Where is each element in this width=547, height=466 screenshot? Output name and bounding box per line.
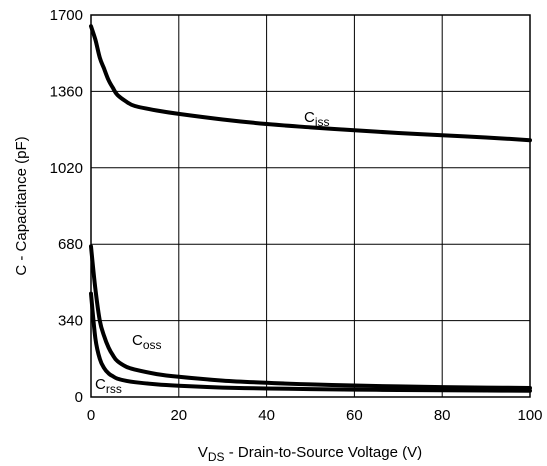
curves [89, 24, 532, 393]
label-crss: Crss [95, 376, 122, 396]
y-tick-label: 1020 [50, 160, 83, 177]
x-axis-title-rest: - Drain-to-Source Voltage (V) [225, 444, 423, 461]
y-tick-labels: 0 340 680 1020 1360 1700 [50, 7, 83, 406]
series-line-coss [89, 244, 532, 390]
label-ciss-main: C [304, 109, 315, 126]
label-crss-sub: rss [106, 382, 122, 396]
series-line-crss [89, 291, 532, 393]
label-coss-sub: oss [143, 338, 162, 352]
x-axis-title: VDS - Drain-to-Source Voltage (V) [198, 444, 422, 464]
y-tick-label: 0 [75, 389, 83, 406]
y-tick-label: 1700 [50, 7, 83, 24]
series-line-ciss [89, 24, 532, 143]
x-axis-title-main: V [198, 444, 208, 461]
grid-lines [91, 15, 530, 397]
y-tick-label: 340 [58, 313, 83, 330]
plot-frame [90, 14, 531, 398]
y-tick-label: 1360 [50, 83, 83, 100]
x-tick-label: 80 [434, 407, 451, 424]
y-axis-title: C - Capacitance (pF) [13, 136, 30, 275]
x-tick-label: 100 [517, 407, 542, 424]
label-coss: Coss [132, 332, 162, 352]
label-crss-main: C [95, 376, 106, 393]
x-tick-label: 60 [346, 407, 363, 424]
y-tick-label: 680 [58, 236, 83, 253]
x-axis-title-sub: DS [208, 450, 225, 464]
x-tick-label: 40 [258, 407, 275, 424]
label-ciss: Ciss [304, 109, 330, 129]
label-coss-main: C [132, 332, 143, 349]
label-ciss-sub: iss [315, 115, 330, 129]
x-tick-label: 0 [87, 407, 95, 424]
x-tick-label: 20 [170, 407, 187, 424]
x-tick-labels: 0 20 40 60 80 100 [87, 407, 543, 424]
